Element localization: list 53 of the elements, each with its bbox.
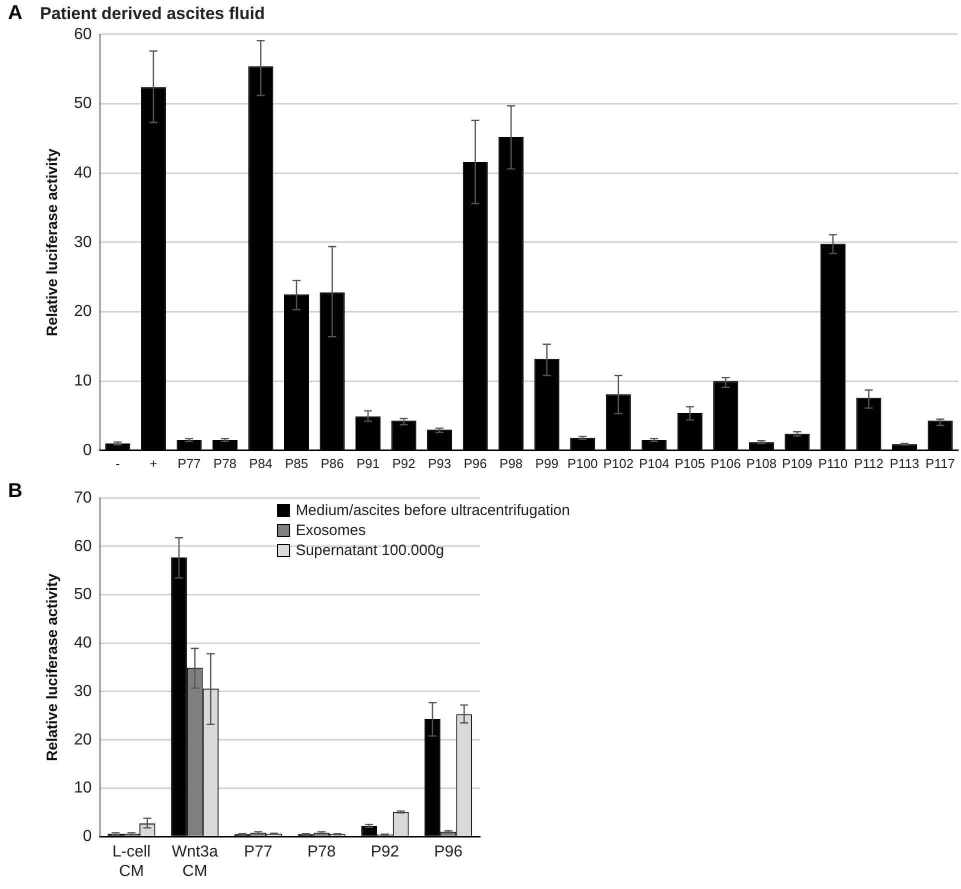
x-tick-label: P108 (746, 456, 777, 471)
y-tick-label: 50 (74, 95, 92, 112)
x-tick-label: P91 (356, 456, 380, 471)
x-tick-label: P102 (603, 456, 634, 471)
x-tick-label: P96 (464, 456, 487, 471)
y-tick-label: 50 (74, 586, 92, 604)
x-tick-label: Wnt3a CM (172, 844, 218, 880)
x-tick-label: P110 (818, 456, 848, 471)
x-tick-label: P106 (710, 456, 741, 471)
y-tick-label: 30 (74, 234, 92, 251)
x-tick-label: - (116, 456, 120, 471)
text: A (8, 2, 22, 25)
x-tick-label: + (150, 456, 158, 471)
y-tick-label: 10 (74, 780, 92, 797)
x-tick-label: P78 (307, 844, 336, 861)
x-tick-label: P78 (213, 456, 237, 471)
x-tick-label: P77 (178, 456, 201, 471)
x-tick-label: P117 (926, 456, 955, 471)
x-tick-label: P85 (284, 456, 308, 471)
legend-label: Exosomes (296, 522, 366, 539)
y-tick-label: 60 (74, 538, 92, 555)
x-tick-label: P105 (674, 456, 706, 471)
y-tick-label: 30 (74, 682, 92, 700)
y-tick-label: 60 (74, 26, 92, 43)
y-tick-label: 10 (74, 372, 92, 390)
x-tick-label: P99 (535, 456, 558, 471)
x-tick-label: L-cell CM (112, 844, 151, 880)
y-tick-label: 0 (82, 442, 92, 459)
x-tick-label: P96 (434, 844, 463, 861)
y-tick-label: 40 (74, 164, 92, 182)
y-axis-title: Relative luciferase activity (44, 148, 62, 336)
x-tick-label: P109 (782, 456, 812, 471)
legend-label: Medium/ascites before ultracentrifugation (296, 502, 570, 519)
x-tick-label: P113 (890, 456, 920, 471)
y-axis-title: Relative luciferase activity (44, 572, 62, 762)
text: B (8, 480, 22, 503)
x-tick-label: P98 (500, 456, 523, 471)
x-tick-label: P92 (392, 456, 416, 471)
chart-title: Patient derived ascites fluid (40, 4, 265, 23)
x-tick-label: P104 (638, 456, 670, 471)
legend-label: Supernatant 100.000g (296, 542, 444, 559)
x-tick-label: P100 (567, 456, 598, 471)
x-tick-label: P77 (244, 844, 273, 861)
y-tick-label: 20 (74, 303, 92, 320)
x-tick-label: P93 (428, 456, 452, 471)
x-tick-label: P112 (854, 456, 884, 471)
y-tick-label: 70 (74, 489, 92, 506)
y-tick-label: 40 (74, 634, 92, 652)
x-tick-label: P86 (320, 456, 344, 471)
x-tick-label: P92 (370, 844, 400, 861)
y-tick-label: 0 (82, 828, 92, 846)
x-tick-label: P84 (249, 456, 272, 471)
y-tick-label: 20 (74, 731, 92, 748)
